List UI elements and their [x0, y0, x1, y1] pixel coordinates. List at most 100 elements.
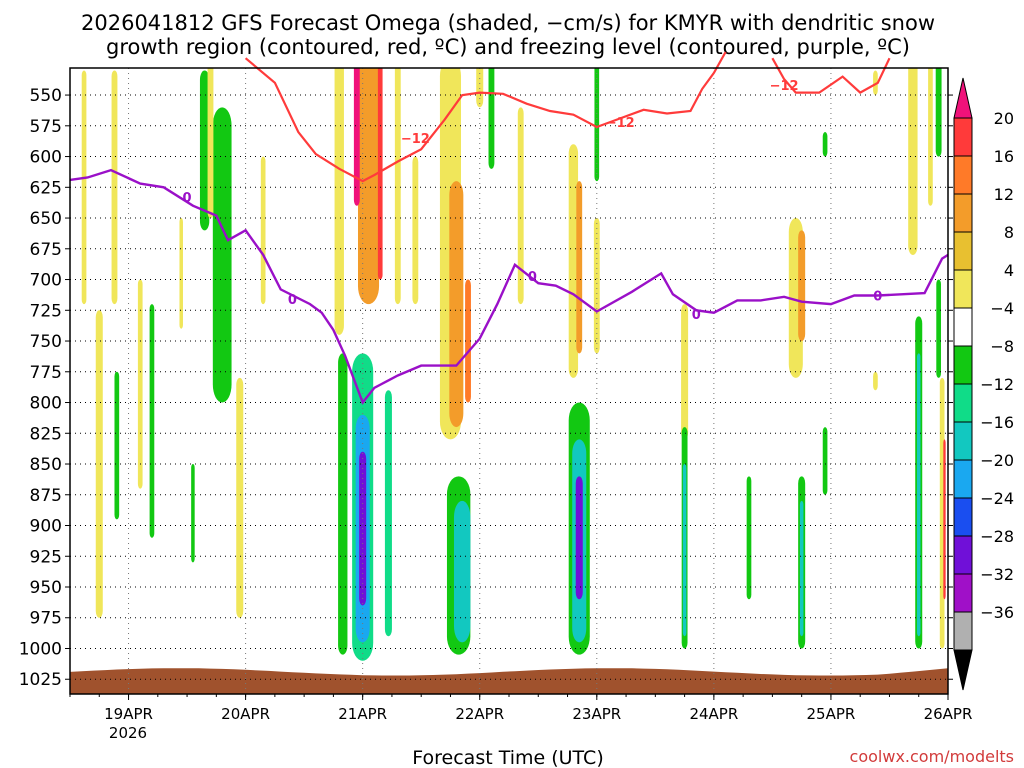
colorbar-box [953, 155, 973, 195]
omega-cell [338, 353, 348, 655]
omega-cell [453, 500, 471, 643]
y-axis: 550 575 600 625 650 675 700 725 750 775 800 825 850 8… [19, 86, 953, 690]
dgz-contour-label: −12 [606, 116, 635, 131]
x-tick-label: 19APR [104, 705, 153, 723]
y-tick-label: 825 [30, 424, 62, 444]
omega-cell [191, 464, 195, 563]
omega-cell [822, 427, 828, 495]
omega-cell [394, 68, 401, 305]
omega-cell [384, 390, 392, 637]
freezing-contour-label: 0 [873, 290, 882, 305]
omega-cell [412, 156, 419, 305]
y-tick-label: 850 [30, 455, 62, 475]
colorbar-box [953, 459, 973, 499]
colorbar-box [953, 193, 973, 233]
omega-cell [568, 144, 579, 378]
omega-cell [682, 464, 687, 637]
y-tick-label: 1025 [19, 670, 62, 690]
colorbar: 20 16 12 8 4 −4 −8 −12 −16 −20 −24 −28 −32 −36 [953, 77, 1014, 691]
colorbar-label: −32 [980, 565, 1014, 584]
y-tick-label: 675 [30, 240, 62, 260]
omega-cell [95, 310, 103, 618]
colorbar-box [953, 421, 973, 461]
omega-cell [799, 500, 804, 637]
colorbar-bottom-arrow [953, 649, 973, 691]
y-tick-label: 925 [30, 547, 62, 567]
colorbar-label: −12 [980, 375, 1014, 394]
omega-cell [517, 107, 524, 305]
omega-cell [594, 68, 600, 182]
omega-cell [449, 181, 464, 428]
x-tick-label: 22APR [455, 705, 504, 723]
freezing-contour-label: 0 [183, 191, 192, 206]
colorbar-label: 12 [994, 185, 1014, 204]
x-tick-label: 23APR [572, 705, 621, 723]
freezing-level-contour [69, 168, 949, 405]
colorbar-box [953, 497, 973, 537]
omega-cell [236, 377, 244, 618]
dgz-contour-label: −12 [770, 79, 799, 94]
omega-cell [681, 304, 689, 440]
y-tick-label: 775 [30, 363, 62, 383]
freezing-contour-label: 0 [288, 293, 297, 308]
contours: −12 −12 −12 0 0 0 0 0 [69, 51, 949, 405]
colorbar-box [953, 535, 973, 575]
colorbar-box [953, 269, 973, 309]
colorbar-box [953, 345, 973, 385]
dgz-contour-label: −12 [401, 132, 430, 147]
chart-title-line-2: growth region (contoured, red, ºC) and f… [106, 35, 910, 59]
x-tick-label: 21APR [338, 705, 387, 723]
colorbar-label: −16 [980, 413, 1014, 432]
omega-cell [199, 70, 210, 231]
omega-cell [81, 70, 87, 305]
omega-cell [746, 476, 752, 600]
omega-cell [357, 68, 380, 305]
omega-cell [575, 476, 583, 600]
y-tick-label: 550 [30, 86, 62, 106]
x-axis-label: Forecast Time (UTC) [412, 747, 603, 768]
y-tick-label: 700 [30, 271, 62, 291]
omega-cell [822, 131, 828, 157]
colorbar-label: −36 [980, 603, 1014, 622]
omega-cell [576, 181, 583, 354]
y-tick-label: 1000 [19, 639, 62, 659]
omega-cell [593, 218, 600, 354]
y-tick-label: 575 [30, 117, 62, 137]
y-tick-label: 950 [30, 578, 62, 598]
colorbar-box [953, 117, 973, 157]
omega-cell [137, 279, 143, 489]
y-tick-label: 975 [30, 609, 62, 629]
colorbar-label: −28 [980, 527, 1014, 546]
omega-cell [943, 439, 946, 600]
y-tick-label: 725 [30, 301, 62, 321]
omega-cell [928, 68, 933, 206]
omega-cell [488, 68, 495, 169]
y-tick-label: 625 [30, 178, 62, 198]
omega-cell [334, 68, 344, 335]
y-tick-label: 900 [30, 517, 62, 537]
colorbar-label: −20 [980, 451, 1014, 470]
omega-cell [936, 279, 941, 378]
y-tick-label: 650 [30, 209, 62, 229]
colorbar-label: −8 [990, 337, 1014, 356]
omega-shading [81, 68, 946, 661]
colorbar-label: 20 [994, 109, 1014, 128]
omega-cell [935, 68, 942, 157]
colorbar-box [953, 611, 973, 651]
omega-cell [908, 68, 918, 255]
omega-cell [476, 68, 484, 108]
x-tick-label: 25APR [807, 705, 856, 723]
omega-cell [353, 68, 360, 206]
omega-cell [179, 218, 183, 329]
y-tick-label: 875 [30, 486, 62, 506]
colorbar-label: −24 [980, 489, 1014, 508]
colorbar-box [953, 307, 973, 347]
omega-cell [465, 279, 471, 403]
colorbar-label: 8 [1004, 223, 1014, 242]
freezing-contour-label: 0 [692, 308, 701, 323]
dgz-minus12-contour-secondary [771, 57, 891, 94]
chart-title-line-1: 2026041812 GFS Forecast Omega (shaded, −… [81, 11, 935, 35]
colorbar-box [953, 383, 973, 423]
omega-cell [873, 70, 878, 96]
